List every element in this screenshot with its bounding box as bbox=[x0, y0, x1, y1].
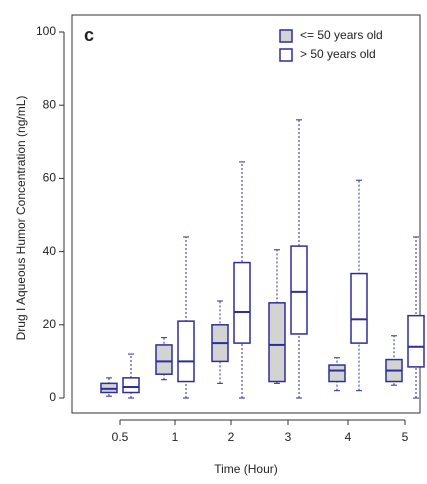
box bbox=[350, 272, 368, 344]
legend-label: > 50 years old bbox=[300, 47, 376, 61]
x-axis-label: Time (Hour) bbox=[214, 462, 278, 476]
legend-swatch bbox=[279, 48, 293, 62]
box bbox=[407, 314, 425, 368]
plot-frame bbox=[71, 14, 421, 414]
box bbox=[290, 245, 308, 335]
x-tick-label: 3 bbox=[285, 430, 292, 444]
box bbox=[177, 320, 195, 383]
box bbox=[328, 364, 346, 383]
x-tick-label: 2 bbox=[228, 430, 235, 444]
box bbox=[268, 302, 286, 383]
y-tick-label: 40 bbox=[43, 244, 57, 258]
y-tick-label: 100 bbox=[36, 24, 56, 38]
y-tick-label: 20 bbox=[43, 317, 57, 331]
box bbox=[233, 261, 251, 344]
y-axis-label: Drug I Aqueous Humor Concentration (ng/m… bbox=[14, 96, 28, 341]
y-tick-label: 0 bbox=[49, 390, 56, 404]
x-tick-label: 0.5 bbox=[112, 430, 129, 444]
panel-label: c bbox=[84, 25, 94, 45]
box bbox=[155, 344, 173, 375]
box bbox=[122, 377, 140, 394]
x-tick-label: 5 bbox=[402, 430, 409, 444]
x-tick-label: 4 bbox=[345, 430, 352, 444]
x-tick-label: 1 bbox=[172, 430, 179, 444]
legend-label: <= 50 years old bbox=[300, 28, 383, 42]
legend-swatch bbox=[279, 29, 293, 43]
y-tick-label: 80 bbox=[43, 97, 57, 111]
y-tick-label: 60 bbox=[43, 171, 57, 185]
